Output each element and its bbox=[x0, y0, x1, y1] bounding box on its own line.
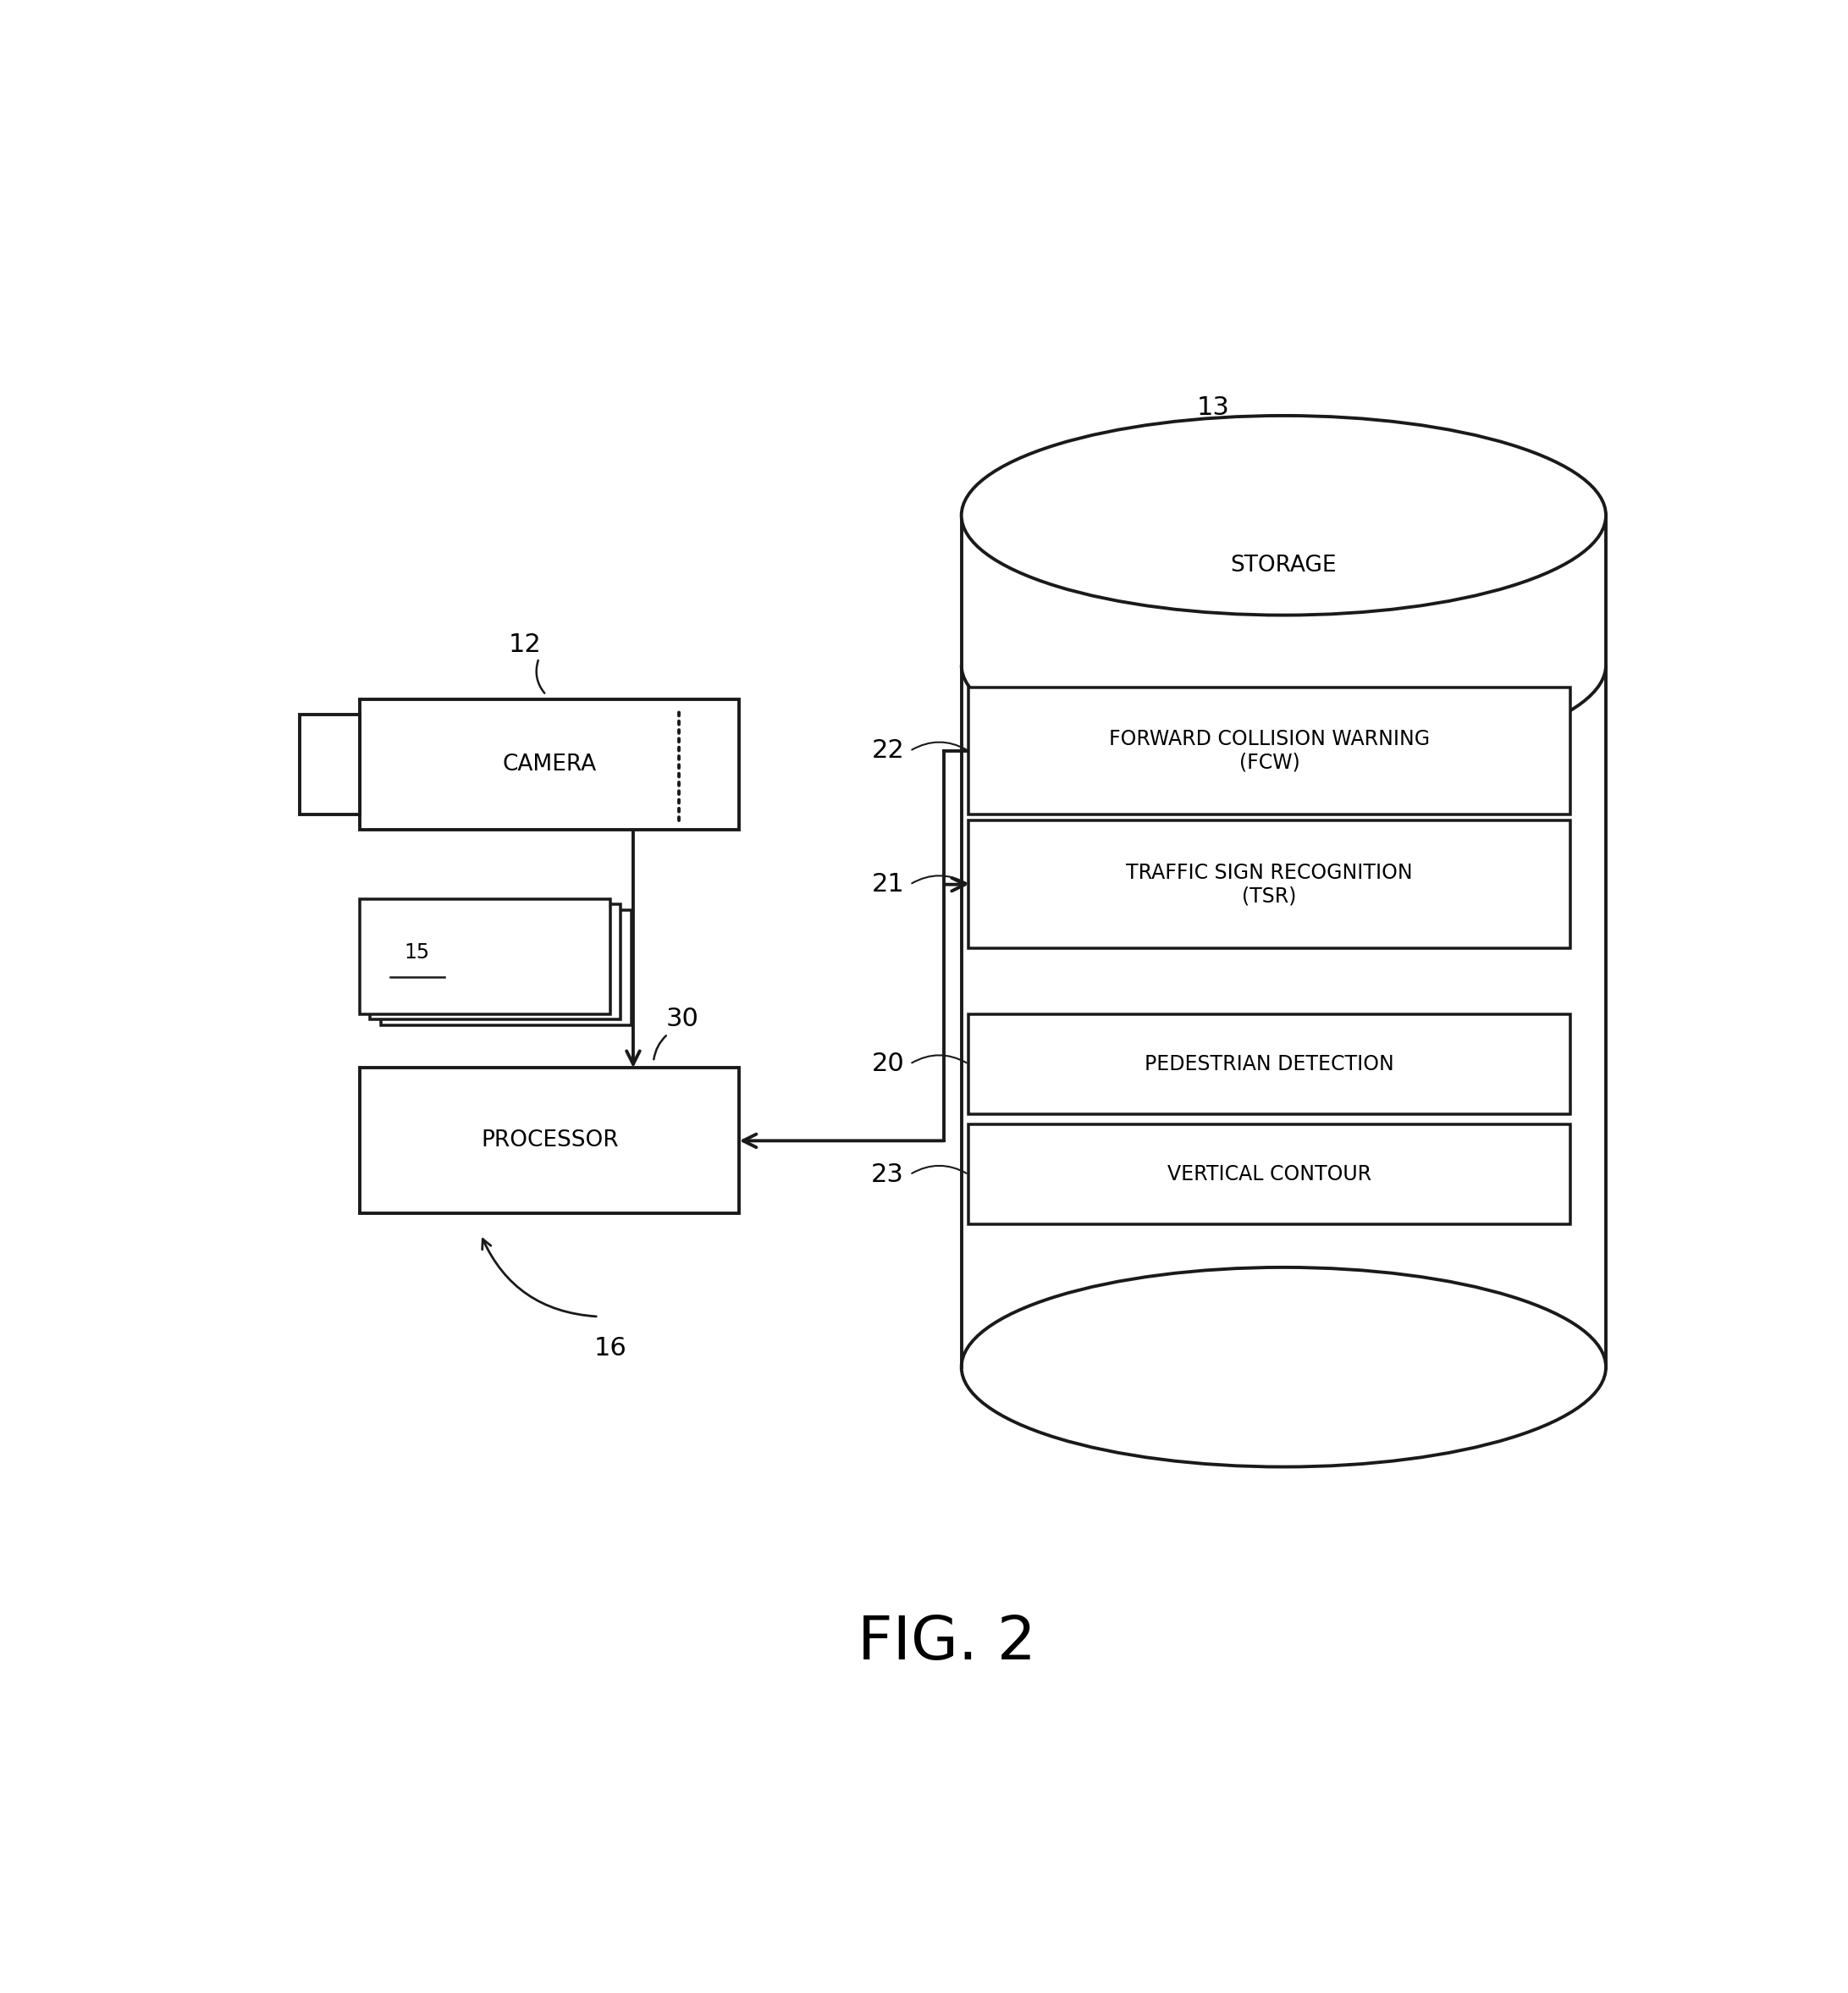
Text: 22: 22 bbox=[870, 739, 904, 763]
Text: 23: 23 bbox=[870, 1162, 904, 1186]
Text: 12: 12 bbox=[508, 632, 541, 656]
Bar bbox=[381, 911, 632, 1024]
Text: TRAFFIC SIGN RECOGNITION
(TSR): TRAFFIC SIGN RECOGNITION (TSR) bbox=[1125, 863, 1412, 907]
Bar bbox=[968, 821, 1571, 949]
Text: PEDESTRIAN DETECTION: PEDESTRIAN DETECTION bbox=[1144, 1054, 1393, 1074]
Bar bbox=[968, 1124, 1571, 1224]
Text: STORAGE: STORAGE bbox=[1231, 554, 1336, 576]
Text: FIG. 2: FIG. 2 bbox=[857, 1614, 1037, 1672]
Bar bbox=[360, 700, 739, 829]
Text: CAMERA: CAMERA bbox=[503, 753, 597, 775]
Text: FORWARD COLLISION WARNING
(FCW): FORWARD COLLISION WARNING (FCW) bbox=[1109, 729, 1430, 773]
Text: 21: 21 bbox=[870, 873, 904, 897]
Text: 30: 30 bbox=[665, 1006, 699, 1030]
Ellipse shape bbox=[961, 1268, 1606, 1467]
Bar bbox=[961, 516, 1606, 1367]
Bar bbox=[360, 1068, 739, 1214]
Bar bbox=[968, 688, 1571, 815]
Bar bbox=[299, 715, 360, 815]
Text: 20: 20 bbox=[870, 1052, 904, 1076]
Text: VERTICAL CONTOUR: VERTICAL CONTOUR bbox=[1168, 1164, 1371, 1184]
Text: 16: 16 bbox=[593, 1337, 626, 1361]
Text: 15: 15 bbox=[405, 943, 431, 963]
Bar bbox=[968, 1014, 1571, 1114]
Bar bbox=[360, 899, 610, 1014]
Text: PROCESSOR: PROCESSOR bbox=[480, 1130, 619, 1152]
Bar bbox=[370, 905, 621, 1020]
Ellipse shape bbox=[961, 417, 1606, 616]
Text: 13: 13 bbox=[1198, 397, 1231, 421]
